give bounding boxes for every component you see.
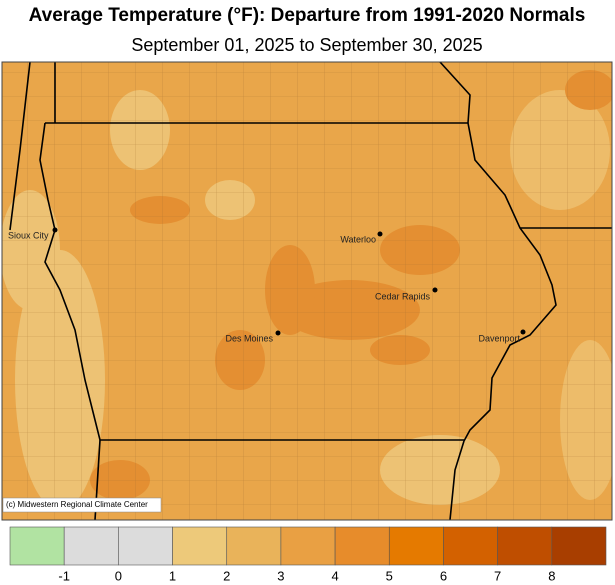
legend-tick-label: -1 — [58, 568, 70, 583]
legend-tick-label: 4 — [331, 568, 338, 583]
subtitle: September 01, 2025 to September 30, 2025 — [131, 35, 482, 55]
legend-swatch — [280, 526, 336, 566]
legend-tick-label: 6 — [440, 568, 447, 583]
title: Average Temperature (°F): Departure from… — [29, 5, 586, 26]
legend-swatch — [172, 526, 228, 566]
legend-swatch — [551, 526, 607, 566]
legend-swatch — [388, 526, 444, 566]
legend-tick-label: 0 — [115, 568, 122, 583]
city-dots — [52, 227, 526, 336]
legend-swatch — [118, 526, 173, 566]
legend-tick-label: 7 — [494, 568, 501, 583]
legend-tick-label: 8 — [548, 568, 555, 583]
city-label: Waterloo — [340, 234, 376, 244]
legend-tick-label: 1 — [169, 568, 176, 583]
city-label: Sioux City — [8, 230, 49, 240]
legend-tick-label: 5 — [386, 568, 393, 583]
city-label: Davenport — [478, 333, 520, 343]
legend-swatch — [497, 526, 553, 566]
city-label: Cedar Rapids — [375, 291, 431, 301]
legend-swatch — [226, 526, 282, 566]
city-label: Des Moines — [225, 333, 273, 343]
legend-swatch — [443, 526, 498, 566]
legend-swatch — [334, 526, 390, 566]
legend: -1 0 1 2 3 4 5 6 7 8 — [9, 526, 607, 583]
map-frame — [1, 61, 613, 521]
credit: (c) Midwestern Regional Climate Center — [6, 500, 148, 509]
county-lines — [2, 62, 612, 520]
legend-swatch — [63, 526, 119, 566]
credit-box — [2, 497, 162, 513]
legend-swatch — [9, 526, 65, 566]
map: Sioux City Waterloo Cedar Rapids Des Moi… — [2, 62, 612, 520]
legend-tick-label: 2 — [223, 568, 230, 583]
legend-tick-label: 3 — [277, 568, 284, 583]
